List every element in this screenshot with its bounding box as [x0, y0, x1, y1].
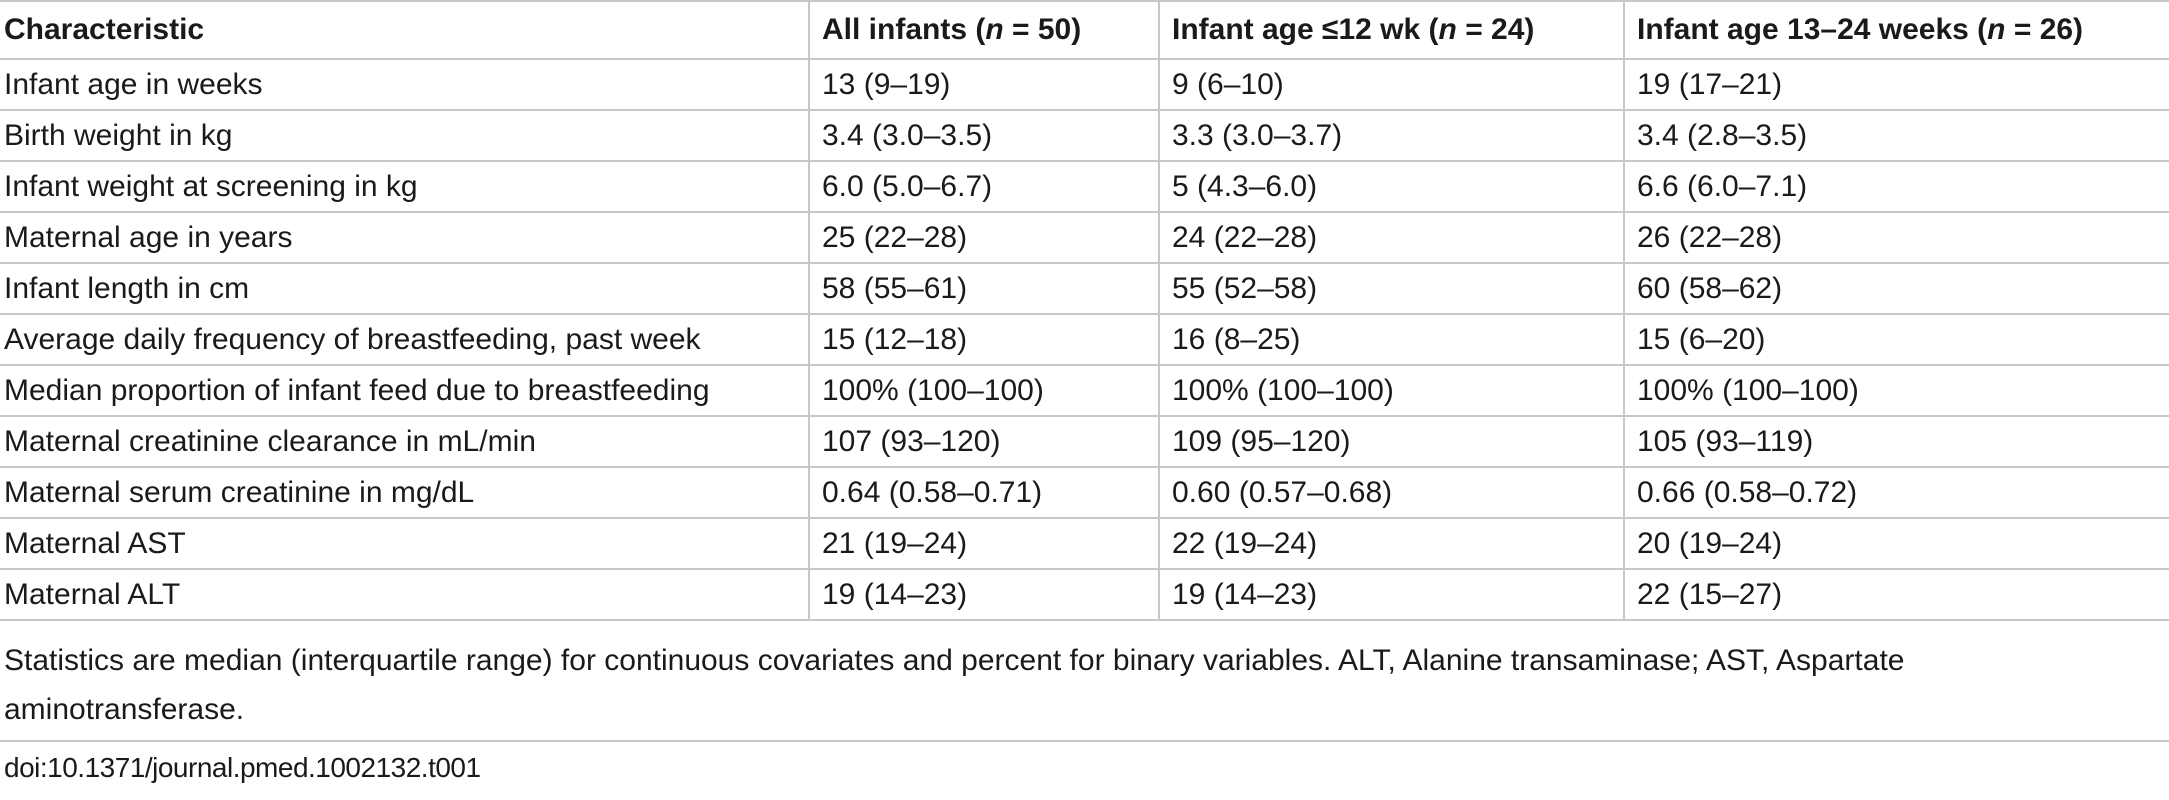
cell-young-infants: 3.3 (3.0–3.7)	[1158, 110, 1624, 162]
table-row: Maternal creatinine clearance in mL/min 1…	[0, 416, 2169, 468]
header-young-suffix: = 24)	[1456, 13, 1535, 46]
cell-all-infants: 6.0 (5.0–6.7)	[808, 161, 1159, 213]
cell-older-infants: 3.4 (2.8–3.5)	[1623, 110, 2169, 162]
table-row: Infant length in cm 58 (55–61) 55 (52–58) 6…	[0, 263, 2169, 315]
header-young-prefix: Infant age ≤12 wk (	[1172, 13, 1439, 46]
header-young-n: n	[1438, 13, 1457, 46]
cell-older-infants: 26 (22–28)	[1623, 212, 2169, 264]
cell-all-infants: 0.64 (0.58–0.71)	[808, 467, 1159, 519]
cell-all-infants: 3.4 (3.0–3.5)	[808, 110, 1159, 162]
table-body: Infant age in weeks 13 (9–19) 9 (6–10) 19 (…	[0, 59, 2169, 621]
cell-young-infants: 16 (8–25)	[1158, 314, 1624, 366]
cell-older-infants: 22 (15–27)	[1623, 569, 2169, 621]
table-footnote: Statistics are median (interquartile ran…	[4, 644, 1905, 726]
cell-older-infants: 100% (100–100)	[1623, 365, 2169, 417]
cell-older-infants: 15 (6–20)	[1623, 314, 2169, 366]
cell-all-infants: 100% (100–100)	[808, 365, 1159, 417]
cell-characteristic: Infant age in weeks	[0, 59, 809, 111]
header-older-n: n	[1987, 13, 2006, 46]
cell-characteristic: Infant weight at screening in kg	[0, 161, 809, 213]
header-older-infants: Infant age 13–24 weeks (n = 26)	[1623, 0, 2169, 60]
cell-older-infants: 20 (19–24)	[1623, 518, 2169, 570]
cell-characteristic: Maternal ALT	[0, 569, 809, 621]
table-row: Birth weight in kg 3.4 (3.0–3.5) 3.3 (3.0–…	[0, 110, 2169, 162]
cell-all-infants: 19 (14–23)	[808, 569, 1159, 621]
cell-young-infants: 0.60 (0.57–0.68)	[1158, 467, 1624, 519]
cell-young-infants: 9 (6–10)	[1158, 59, 1624, 111]
cell-characteristic: Birth weight in kg	[0, 110, 809, 162]
cell-young-infants: 100% (100–100)	[1158, 365, 1624, 417]
header-all-n: n	[985, 13, 1004, 46]
cell-young-infants: 19 (14–23)	[1158, 569, 1624, 621]
table-row: Maternal ALT 19 (14–23) 19 (14–23) 22 (15–2…	[0, 569, 2169, 621]
cell-all-infants: 13 (9–19)	[808, 59, 1159, 111]
cell-young-infants: 5 (4.3–6.0)	[1158, 161, 1624, 213]
cell-characteristic: Infant length in cm	[0, 263, 809, 315]
cell-older-infants: 60 (58–62)	[1623, 263, 2169, 315]
cell-characteristic: Maternal age in years	[0, 212, 809, 264]
cell-young-infants: 55 (52–58)	[1158, 263, 1624, 315]
cell-all-infants: 15 (12–18)	[808, 314, 1159, 366]
table-header-row: Characteristic All infants (n = 50) Infa…	[0, 0, 2169, 60]
footnote-divider	[0, 740, 2169, 742]
cell-characteristic: Median proportion of infant feed due to …	[0, 365, 809, 417]
cell-older-infants: 6.6 (6.0–7.1)	[1623, 161, 2169, 213]
cell-characteristic: Maternal AST	[0, 518, 809, 570]
header-all-prefix: All infants (	[822, 13, 986, 46]
cell-all-infants: 21 (19–24)	[808, 518, 1159, 570]
table-row: Average daily frequency of breastfeeding…	[0, 314, 2169, 366]
cell-young-infants: 22 (19–24)	[1158, 518, 1624, 570]
header-all-suffix: = 50)	[1003, 13, 1082, 46]
cell-older-infants: 105 (93–119)	[1623, 416, 2169, 468]
cell-characteristic: Maternal creatinine clearance in mL/min	[0, 416, 809, 468]
header-young-infants: Infant age ≤12 wk (n = 24)	[1158, 0, 1624, 60]
header-all-infants: All infants (n = 50)	[808, 0, 1159, 60]
header-older-prefix: Infant age 13–24 weeks (	[1637, 13, 1988, 46]
table-row: Median proportion of infant feed due to …	[0, 365, 2169, 417]
table-row: Maternal age in years 25 (22–28) 24 (22–28…	[0, 212, 2169, 264]
cell-young-infants: 109 (95–120)	[1158, 416, 1624, 468]
cell-young-infants: 24 (22–28)	[1158, 212, 1624, 264]
cell-all-infants: 58 (55–61)	[808, 263, 1159, 315]
cell-all-infants: 25 (22–28)	[808, 212, 1159, 264]
cell-characteristic: Maternal serum creatinine in mg/dL	[0, 467, 809, 519]
table-row: Infant weight at screening in kg 6.0 (5.0…	[0, 161, 2169, 213]
cell-older-infants: 0.66 (0.58–0.72)	[1623, 467, 2169, 519]
table-row: Maternal AST 21 (19–24) 22 (19–24) 20 (19–2…	[0, 518, 2169, 570]
cell-older-infants: 19 (17–21)	[1623, 59, 2169, 111]
table-row: Infant age in weeks 13 (9–19) 9 (6–10) 19 (…	[0, 59, 2169, 111]
characteristics-table: Characteristic All infants (n = 50) Infa…	[0, 0, 2169, 621]
doi-label: doi:10.1371/journal.pmed.1002132.t001	[4, 752, 481, 783]
header-characteristic: Characteristic	[0, 0, 809, 60]
header-older-suffix: = 26)	[2005, 13, 2084, 46]
cell-all-infants: 107 (93–120)	[808, 416, 1159, 468]
cell-characteristic: Average daily frequency of breastfeeding…	[0, 314, 809, 366]
table-row: Maternal serum creatinine in mg/dL 0.64 (…	[0, 467, 2169, 519]
